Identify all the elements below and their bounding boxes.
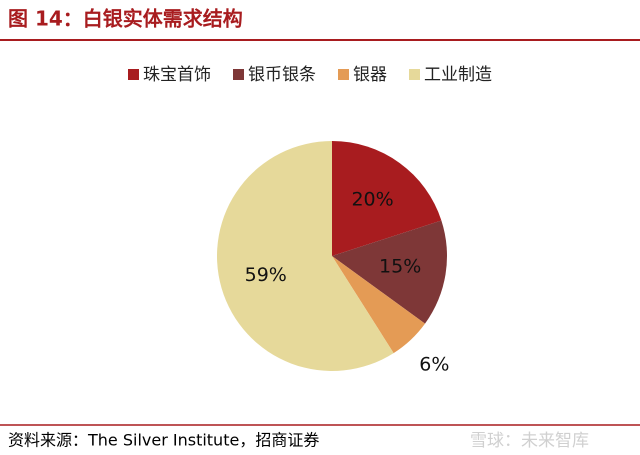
source: 资料来源：The Silver Institute，招商证券 [8,431,319,450]
watermark: 雪球：未来智库 [470,431,589,451]
pie-slice [332,220,447,324]
legend-label: 工业制造 [424,65,492,85]
data-label: 59% [245,264,287,286]
data-label: 20% [351,189,393,211]
legend-swatch [409,69,420,80]
chart-title: 图 14：白银实体需求结构 [8,7,243,31]
pie-slice [332,256,426,354]
legend-label: 银器 [353,65,387,85]
data-label: 6% [419,353,449,375]
legend-label: 珠宝首饰 [143,65,211,85]
pie: 20% 15% 6% 59% [216,141,449,375]
data-label: 15% [379,255,421,277]
pie-slice [216,141,394,372]
legend-swatch [128,69,139,80]
legend: 珠宝首饰 银币银条 银器 工业制造 [128,65,492,85]
legend-swatch [233,69,244,80]
legend-label: 银币银条 [248,65,316,85]
legend-swatch [338,69,349,80]
pie-slice [332,141,442,256]
